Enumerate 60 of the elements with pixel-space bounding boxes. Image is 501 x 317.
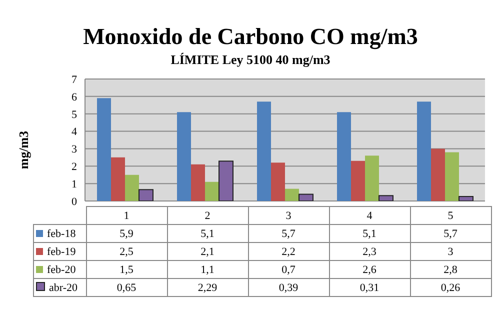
data-label: 2,1 (167, 242, 248, 260)
data-label: 2,5 (86, 242, 167, 260)
legend-label: feb-19 (34, 242, 86, 260)
x-tick-label: 2 (167, 206, 248, 224)
data-label: 0,31 (329, 278, 410, 296)
y-tick-label: 4 (72, 126, 78, 138)
data-label: 2,29 (167, 278, 248, 296)
data-label: 2,6 (329, 260, 410, 278)
data-label: 2,3 (329, 242, 410, 260)
bar (378, 195, 394, 201)
y-tick-label: 3 (72, 144, 78, 156)
chart-subtitle: LÍMITE Ley 5100 40 mg/m3 (170, 52, 332, 68)
bar (177, 112, 191, 201)
bar (351, 160, 365, 201)
data-label: 1,1 (167, 260, 248, 278)
bar (285, 188, 299, 201)
y-tick-label: 7 (72, 74, 78, 86)
data-label: 2,2 (248, 242, 329, 260)
bar (125, 174, 139, 201)
bar (191, 164, 205, 201)
legend-label: abr-20 (34, 278, 86, 296)
bar (138, 189, 154, 201)
data-label: 0,65 (86, 278, 167, 296)
x-tick-label: 3 (248, 206, 329, 224)
x-tick-label: 4 (329, 206, 410, 224)
data-label: 5,1 (329, 224, 410, 242)
y-tick-label: 2 (72, 161, 77, 174)
chart-title: Monoxido de Carbono CO mg/m3 (82, 24, 419, 50)
bar (257, 102, 271, 201)
y-axis-title: mg/m3 (16, 130, 32, 170)
y-tick-label: 5 (72, 108, 78, 121)
bar (298, 194, 314, 201)
y-tick-label: 0 (72, 196, 78, 208)
data-label: 5,1 (167, 224, 248, 242)
bar (205, 182, 219, 201)
data-label: 0,7 (248, 260, 329, 278)
bar (458, 196, 474, 201)
data-label: 0,26 (410, 278, 491, 296)
data-label: 5,7 (410, 224, 491, 242)
bar (417, 102, 431, 201)
bar (337, 112, 351, 201)
data-label: 1,5 (86, 260, 167, 278)
legend-label: feb-18 (34, 224, 86, 242)
bar (97, 98, 111, 201)
bar (218, 160, 234, 201)
data-label: 5,9 (86, 224, 167, 242)
legend-label: feb-20 (34, 260, 86, 278)
bar (431, 148, 445, 201)
x-tick-label: 1 (86, 206, 167, 224)
y-tick-label: 1 (72, 178, 77, 190)
data-label: 3 (410, 242, 491, 260)
bar (271, 162, 285, 201)
data-label: 2,8 (410, 260, 491, 278)
bar (365, 156, 379, 201)
data-label: 0,39 (248, 278, 329, 296)
bar (111, 157, 125, 201)
y-tick-label: 6 (72, 91, 78, 104)
x-tick-label: 5 (410, 206, 491, 224)
bar (445, 152, 459, 201)
data-label: 5,7 (248, 224, 329, 242)
